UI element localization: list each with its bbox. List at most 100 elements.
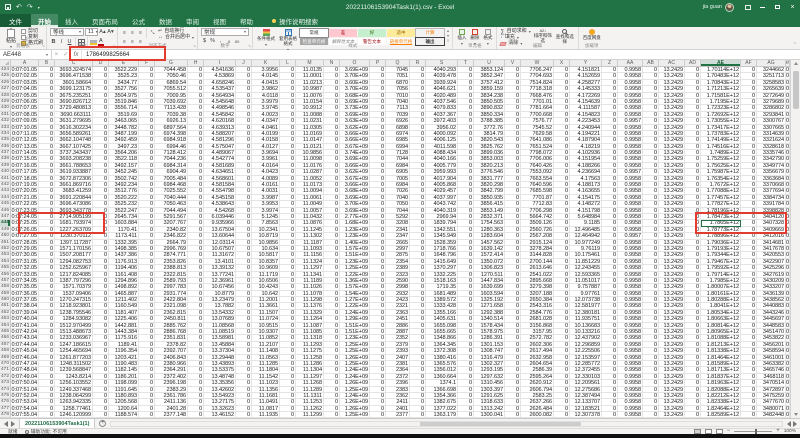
cell-F461[interactable]: 0 [139,303,155,310]
cell-AD463[interactable]: 0 [685,316,701,323]
cell-A459[interactable]: 0:07:36.05 [11,290,39,298]
cell-AA467[interactable]: 0.9958 [618,341,643,349]
cell-R468[interactable]: 0 [410,348,426,355]
cell-Z425[interactable]: 0 [602,73,618,80]
cell-AD458[interactable]: 0 [685,284,701,291]
cell-AE438[interactable]: 1.75259E+12 [701,156,741,163]
cell-Q436[interactable]: 6994 [386,143,410,151]
cell-W459[interactable]: 3207.188 [521,290,554,298]
cell-AF444[interactable]: 0 [741,194,757,202]
cell-J427[interactable]: 0 [236,86,252,93]
cell-A428[interactable]: 0:07:05.05 [11,92,39,99]
cell-E428[interactable]: 3504.975 [109,92,139,99]
cell-T477[interactable]: 0 [458,405,474,413]
cell-AH425[interactable]: 0 [786,73,790,80]
cell-U448[interactable]: 1754.563 [474,220,505,227]
cell-AC446[interactable]: 13.2429 [659,207,685,214]
cell-Q440[interactable]: 6905 [386,169,410,176]
cell-AE474[interactable]: 1.82088E+12 [701,386,741,393]
cell-Q465[interactable]: 2887 [386,329,410,336]
cell-I439[interactable]: 4.581689 [204,162,236,170]
cell-P478[interactable]: 0 [370,412,386,418]
cell-J473[interactable]: 0 [236,380,252,387]
vertical-scrollbar[interactable] [790,60,800,418]
page-break-view-button[interactable] [715,429,723,434]
cell-V465[interactable]: 0 [505,329,521,336]
cell-U436[interactable]: 3825.762 [474,143,505,151]
cell-AG450[interactable]: 3412016 [757,233,786,240]
cell-Z436[interactable]: 0 [602,143,618,151]
cell-D424[interactable]: 0 [93,67,109,74]
cell-B452[interactable]: 0 [39,245,55,253]
cell-L452[interactable]: 0 [280,245,296,253]
cell-L442[interactable]: 0 [280,182,296,189]
cell-AA451[interactable]: 0.9958 [618,239,643,246]
dialog-launcher-icon[interactable]: ↘ [247,43,252,48]
cell-AE450[interactable]: 1.78896E+12 [701,233,741,240]
cell-E432[interactable]: 3463.065 [109,118,139,125]
cell-AD467[interactable]: 0 [685,341,701,349]
cell-F438[interactable]: 0 [139,156,155,163]
cell-T476[interactable]: 0 [458,399,474,406]
cell-R439[interactable]: 0 [410,162,426,170]
cell-T472[interactable]: 0 [458,373,474,381]
cell-AA466[interactable]: 0.9958 [618,335,643,342]
cell-M460[interactable]: 11.1298 [296,297,324,304]
conditional-formatting-button[interactable]: 条件格式 ▾ [256,28,276,47]
cell-AG436[interactable]: 3328618 [757,143,786,151]
cell-T434[interactable]: 0 [458,130,474,138]
cell-P471[interactable]: 0 [370,367,386,374]
cell-R449[interactable]: 0 [410,226,426,234]
cell-Q437[interactable]: 7128 [386,150,410,157]
cell-AB471[interactable]: 0 [643,367,659,374]
cell-Q463[interactable]: 2451 [386,316,410,323]
cell-M437[interactable]: 10.9856 [296,150,324,157]
cell-W429[interactable]: 7701.01 [521,98,554,106]
cell-AC460[interactable]: 13.2429 [659,297,685,304]
cell-AA444[interactable]: 0.9958 [618,194,643,202]
undo-icon[interactable]: ↶ [16,3,22,11]
cell-G454[interactable]: 2353.826 [155,258,188,266]
cell-X474[interactable]: 0 [554,386,570,393]
cell-G458[interactable]: 2997.783 [155,284,188,291]
cell-Q468[interactable]: 2393 [386,348,410,355]
cell-O465[interactable]: 1.51E+09 [340,329,370,336]
cell-P456[interactable]: 0 [370,271,386,278]
cell-AB431[interactable]: 0 [643,111,659,119]
row-header-452[interactable]: 452 [0,245,11,253]
cell-E464[interactable]: 1442.881 [109,322,139,330]
cell-E470[interactable]: 1190.483 [109,360,139,368]
cell-AC429[interactable]: 13.2429 [659,98,685,106]
cell-J468[interactable]: 0 [236,348,252,355]
cell-Z437[interactable]: 0 [602,150,618,157]
cell-H473[interactable]: 0 [188,380,204,387]
cell-U478[interactable]: 1300.041 [474,412,505,418]
cell-D438[interactable]: 0 [93,156,109,163]
cell-G467[interactable]: 2378.82 [155,341,188,349]
cell-E474[interactable]: 1191.645 [109,386,139,393]
cell-Z466[interactable]: 0 [602,335,618,342]
cell-X446[interactable]: 0 [554,207,570,214]
cell-AG429[interactable]: 3279689 [757,98,786,106]
cell-U458[interactable]: 1639.699 [474,284,505,291]
cell-V475[interactable]: 0 [505,392,521,400]
cell-V449[interactable]: 0 [505,226,521,234]
cell-L464[interactable]: 0 [280,322,296,330]
cell-E431[interactable]: 3519.69 [109,111,139,119]
cell-C471[interactable]: 1239.568847 [55,367,93,374]
cell-M462[interactable]: 11.1329 [296,309,324,317]
cell-E447[interactable]: 2645.734 [109,213,139,221]
cell-V455[interactable]: 0 [505,265,521,272]
cell-B459[interactable]: 0 [39,290,55,298]
cell-B465[interactable]: 0 [39,329,55,336]
cell-W460[interactable]: 2650.384 [521,297,554,304]
cell-Q442[interactable]: 6984 [386,182,410,189]
cell-V433[interactable]: 0 [505,124,521,131]
cell-A437[interactable]: 0:07:14.05 [11,150,39,157]
cell-D465[interactable]: 0 [93,329,109,336]
cell-Y462[interactable]: 12.380181 [570,309,602,317]
cell-G433[interactable]: 6897.564 [155,124,188,131]
cell-X444[interactable]: 0 [554,194,570,202]
cell-B440[interactable]: 0 [39,169,55,176]
cell-Q429[interactable]: 7040 [386,98,410,106]
